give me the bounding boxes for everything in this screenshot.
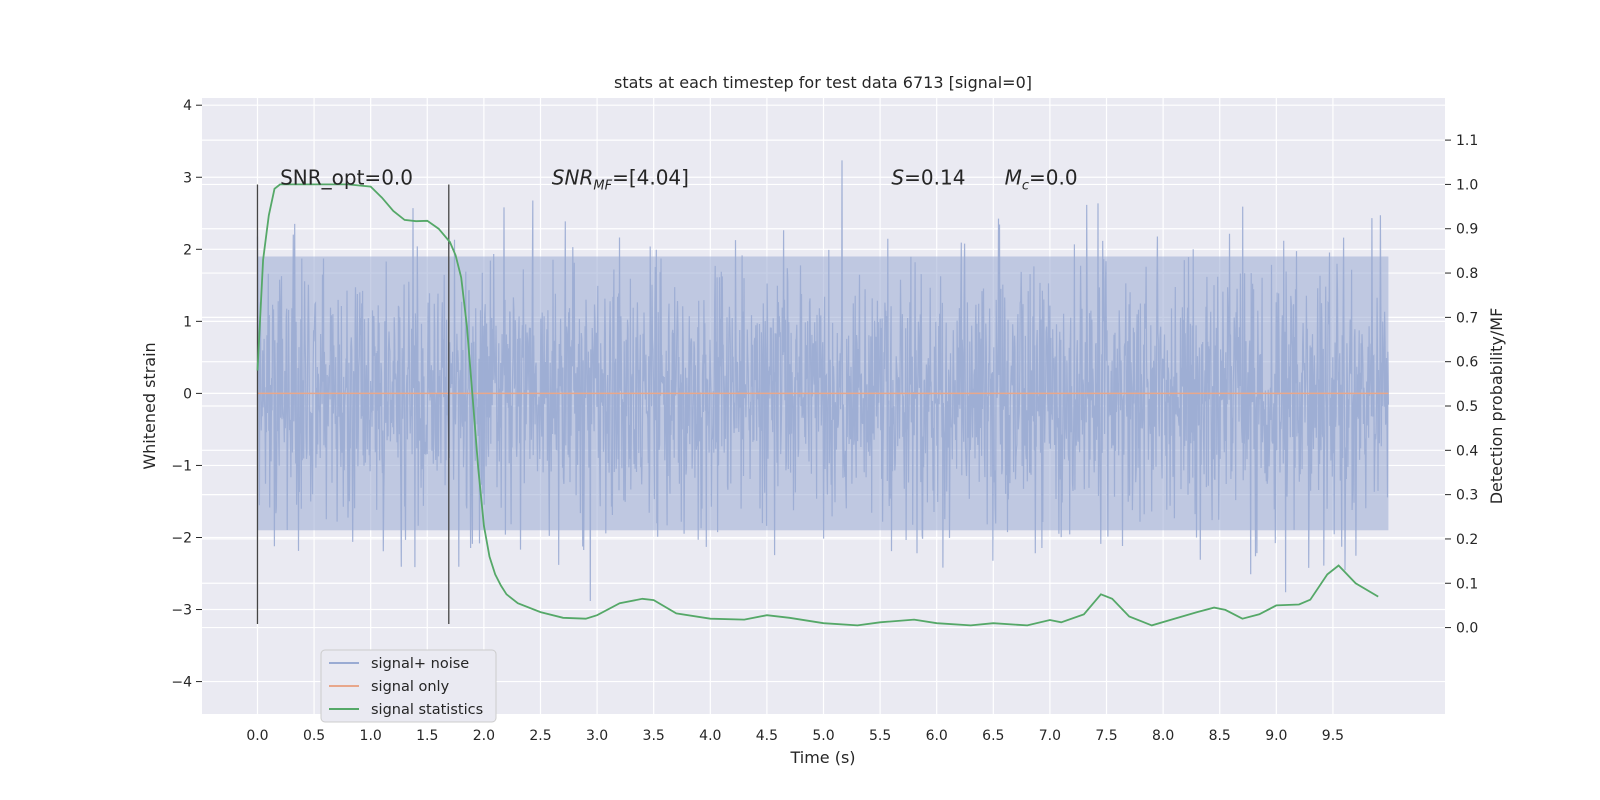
- x-tick-label: 0.0: [246, 728, 268, 744]
- y2-tick-label: 0.7: [1456, 310, 1478, 326]
- y2-tick-label: 0.5: [1456, 399, 1478, 415]
- y2-tick-label: 0.9: [1456, 222, 1478, 238]
- axis-ticks: 0.0 0.5 1.0 1.5 2.0 2.5 3.0 3.5 4.0 4.5 5.0 5.5 6.0 6…: [171, 98, 1478, 744]
- x-axis-label: Time (s): [789, 748, 855, 767]
- x-tick-label: 1.5: [416, 728, 438, 744]
- x-tick-label: 5.5: [869, 728, 891, 744]
- legend-box: [320, 649, 497, 723]
- x-tick-label: 9.0: [1265, 728, 1287, 744]
- y-tick-label: 1: [183, 314, 192, 330]
- y2-tick-label: 0.4: [1456, 443, 1478, 459]
- y2-tick-label: 0.0: [1456, 621, 1478, 637]
- y2-tick-label: 0.6: [1456, 355, 1478, 371]
- chart-title: stats at each timestep for test data 671…: [614, 73, 1032, 92]
- legend-label-signal-noise: signal+ noise: [371, 656, 469, 672]
- y-axis-label: Whitened strain: [140, 342, 159, 469]
- y-tick-label: −4: [171, 675, 192, 691]
- x-tick-label: 6.0: [926, 728, 948, 744]
- series-signal-statistics: [256, 183, 1379, 627]
- x-tick-label: 2.5: [529, 728, 551, 744]
- x-tick-label: 2.0: [473, 728, 495, 744]
- y2-axis-label: Detection probability/MF: [1487, 308, 1506, 505]
- y2-tick-label: 1.0: [1456, 177, 1478, 193]
- vertical-markers: [256, 184, 450, 624]
- annotation-text: Mc=0.0: [1005, 165, 1078, 193]
- x-tick-label: 8.5: [1209, 728, 1231, 744]
- y2-tick-label: 0.1: [1456, 576, 1478, 592]
- x-tick-label: 3.5: [643, 728, 665, 744]
- y-tick-label: 3: [183, 170, 192, 186]
- x-tick-label: 8.0: [1152, 728, 1174, 744]
- y2-tick-label: 0.2: [1456, 532, 1478, 548]
- y-tick-label: 2: [183, 242, 192, 258]
- legend-label-signal-only: signal only: [371, 679, 450, 695]
- x-tick-label: 6.5: [982, 728, 1004, 744]
- x-tick-label: 0.5: [303, 728, 325, 744]
- x-tick-label: 3.0: [586, 728, 608, 744]
- signal-statistics-line: [256, 183, 1379, 627]
- y-tick-label: 0: [183, 386, 192, 402]
- y-tick-label: 4: [183, 98, 192, 114]
- x-tick-label: 7.5: [1095, 728, 1117, 744]
- y2-tick-label: 0.3: [1456, 488, 1478, 504]
- x-tick-label: 7.0: [1039, 728, 1061, 744]
- x-tick-label: 1.0: [360, 728, 382, 744]
- x-tick-label: 9.5: [1322, 728, 1344, 744]
- x-tick-label: 4.5: [756, 728, 778, 744]
- annotation-text: S=0.14: [891, 165, 965, 189]
- x-tick-label: 5.0: [812, 728, 834, 744]
- annotation-text: SNRMF=[4.04]: [552, 165, 689, 193]
- y-tick-label: −2: [171, 530, 192, 546]
- x-tick-label: 4.0: [699, 728, 721, 744]
- y2-tick-label: 1.1: [1456, 133, 1478, 149]
- annotations: SNR_opt=0.0 SNRMF=[4.04] S=0.14 Mc=0.0: [280, 165, 1078, 193]
- y2-tick-label: 0.8: [1456, 266, 1478, 282]
- y-tick-label: −1: [171, 458, 192, 474]
- y-tick-label: −3: [171, 603, 192, 619]
- legend-label-signal-statistics: signal statistics: [371, 702, 483, 718]
- annotation-text: SNR_opt=0.0: [280, 165, 413, 189]
- legend: signal+ noise signal only signal statist…: [320, 649, 497, 723]
